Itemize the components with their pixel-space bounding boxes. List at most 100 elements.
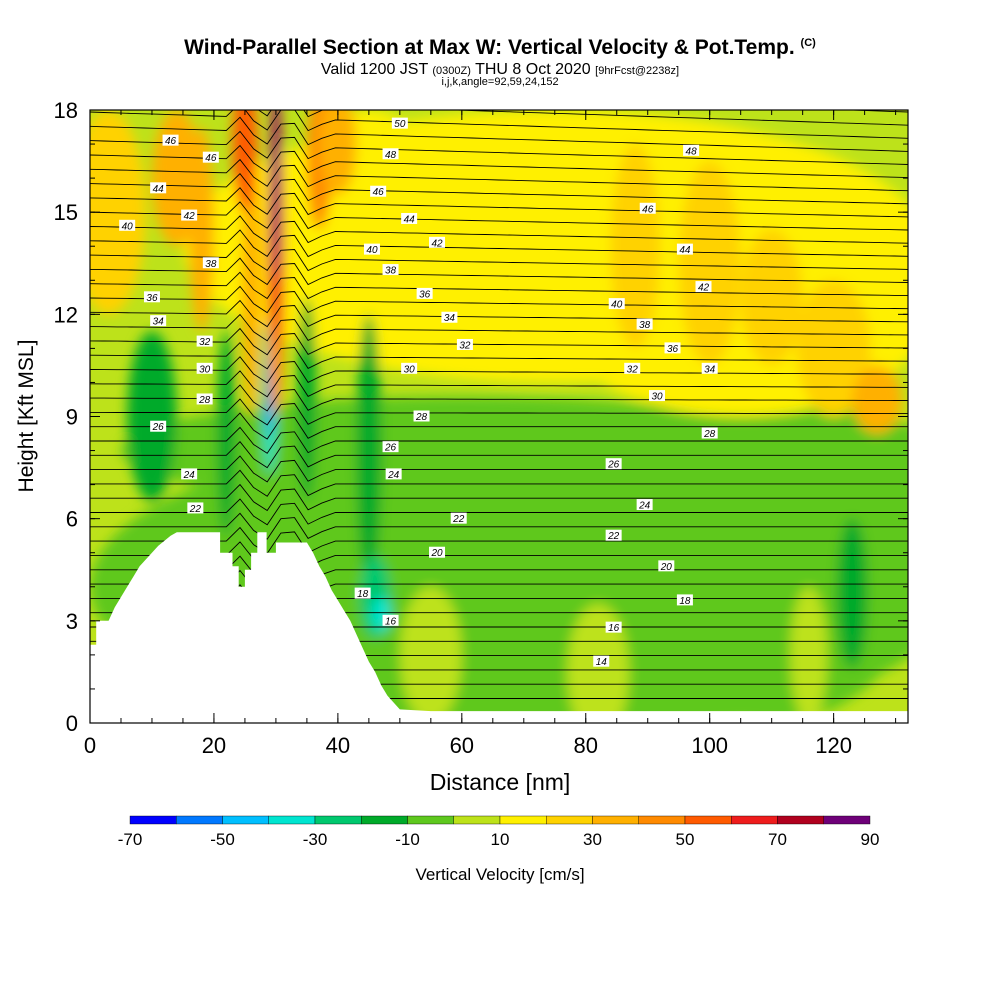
- colorbar-swatch: [268, 815, 316, 825]
- valid-date: THU 8 Oct 2020: [475, 61, 591, 78]
- contour-label: 38: [639, 320, 651, 331]
- contour-label-bg: [187, 502, 204, 514]
- field-blob: [127, 331, 177, 502]
- contour-label-bg: [382, 148, 399, 160]
- contour-label-bg: [450, 512, 467, 524]
- section-params: i,j,k,angle=92,59,24,152: [441, 76, 559, 88]
- contour-label-bg: [385, 468, 402, 480]
- contour-label: 50: [394, 119, 406, 130]
- contour-label: 46: [373, 187, 385, 198]
- field-blob: [399, 586, 462, 723]
- theta-contour-line: [90, 426, 908, 454]
- theta-contour-line: [90, 526, 908, 555]
- theta-contour-line: [90, 356, 908, 384]
- contour-label-bg: [608, 298, 625, 310]
- colorbar: -70 -50 -30 -10 10 30 50 70 90: [118, 815, 880, 849]
- contour-label: 20: [430, 548, 443, 559]
- theta-contour-line: [90, 313, 908, 342]
- contour-label-bg: [605, 621, 622, 633]
- colorbar-swatch: [314, 815, 362, 825]
- contour-label: 24: [183, 470, 196, 481]
- contour-label: 42: [184, 211, 196, 222]
- y-tick-label: 0: [66, 711, 78, 736]
- field-blob: [852, 365, 902, 434]
- field-blob: [740, 229, 803, 366]
- contour-label: 32: [459, 340, 471, 351]
- contour-label-bg: [441, 311, 458, 323]
- contour-label: 26: [384, 443, 397, 454]
- colorbar-swatch: [777, 815, 824, 825]
- chart-title-suffix: (C): [800, 37, 816, 49]
- colorbar-swatch: [499, 815, 547, 825]
- theta-contour-line: [835, 110, 908, 113]
- y-tick-label: 6: [66, 507, 78, 532]
- x-tick-label: 80: [574, 733, 598, 758]
- colorbar-swatch: [592, 815, 639, 825]
- contour-label: 22: [189, 504, 202, 515]
- contour-label-bg: [401, 362, 418, 374]
- contour-label: 26: [152, 422, 165, 433]
- contour-label-bg: [701, 362, 718, 374]
- contour-label-bg: [683, 144, 700, 156]
- contour-label: 46: [642, 204, 654, 215]
- contour-label: 32: [199, 337, 211, 348]
- colorbar-tick-label: 90: [861, 830, 880, 849]
- contour-label: 28: [198, 395, 211, 406]
- contour-label-bg: [605, 529, 622, 541]
- contour-label-bg: [701, 427, 718, 439]
- colorbar-tick-label: -50: [210, 830, 235, 849]
- contour-label-bg: [119, 219, 136, 231]
- contour-label: 32: [627, 364, 639, 375]
- colorbar-tick-label: -70: [118, 830, 143, 849]
- field-blob: [796, 280, 871, 417]
- theta-contour-line: [90, 299, 908, 328]
- field-blob: [271, 110, 281, 281]
- field-blob: [836, 518, 868, 669]
- valid-prefix: Valid 1200 JST: [320, 61, 428, 78]
- contour-label-bg: [429, 236, 446, 248]
- contour-label: 44: [153, 184, 165, 195]
- theta-contour-line: [90, 110, 908, 139]
- contour-label: 38: [385, 266, 397, 277]
- colorbar-tick-label: -30: [303, 830, 328, 849]
- y-tick-label: 9: [66, 405, 78, 430]
- contour-label: 34: [444, 313, 456, 324]
- contour-label: 34: [153, 317, 165, 328]
- contour-label-bg: [391, 117, 408, 129]
- contour-label-bg: [202, 151, 219, 163]
- field-blob: [461, 402, 908, 512]
- theta-contour-line: [90, 257, 908, 286]
- contour-label: 36: [667, 344, 679, 355]
- colorbar-tick-label: 10: [491, 830, 510, 849]
- contour-label-bg: [382, 614, 399, 626]
- contour-label-bg: [593, 655, 610, 667]
- contour-label-bg: [401, 212, 418, 224]
- colorbar-swatch: [222, 815, 269, 825]
- field-blob: [90, 110, 146, 315]
- theta-contour-line: [90, 498, 908, 526]
- colorbar-swatch: [731, 815, 778, 825]
- contour-label: 46: [165, 136, 177, 147]
- colorbar-tick-label: 50: [676, 830, 695, 849]
- colorbar-swatch: [407, 815, 454, 825]
- theta-contour-line: [90, 512, 908, 540]
- contour-label: 24: [387, 470, 400, 481]
- contour-label: 18: [679, 596, 691, 607]
- contour-label: 42: [698, 283, 710, 294]
- contour-labels: 46 46 44 42 40 38 36 34 32 30 28 26 24 22 50 48 46 44 42 40…: [119, 117, 718, 668]
- contour-label: 20: [660, 562, 673, 573]
- contour-label-bg: [363, 243, 380, 255]
- contour-label: 44: [404, 214, 416, 225]
- contour-label-bg: [429, 546, 446, 558]
- theta-contour-line: [90, 342, 908, 370]
- colorbar-tick-label: 70: [768, 830, 787, 849]
- terrain: [90, 532, 908, 723]
- contour-label: 38: [205, 259, 217, 270]
- theta-contour-line: [90, 243, 908, 272]
- field-blob: [790, 586, 828, 723]
- x-axis-label: Distance [nm]: [430, 769, 571, 795]
- contour-label: 44: [679, 245, 691, 256]
- contour-label: 16: [608, 623, 620, 634]
